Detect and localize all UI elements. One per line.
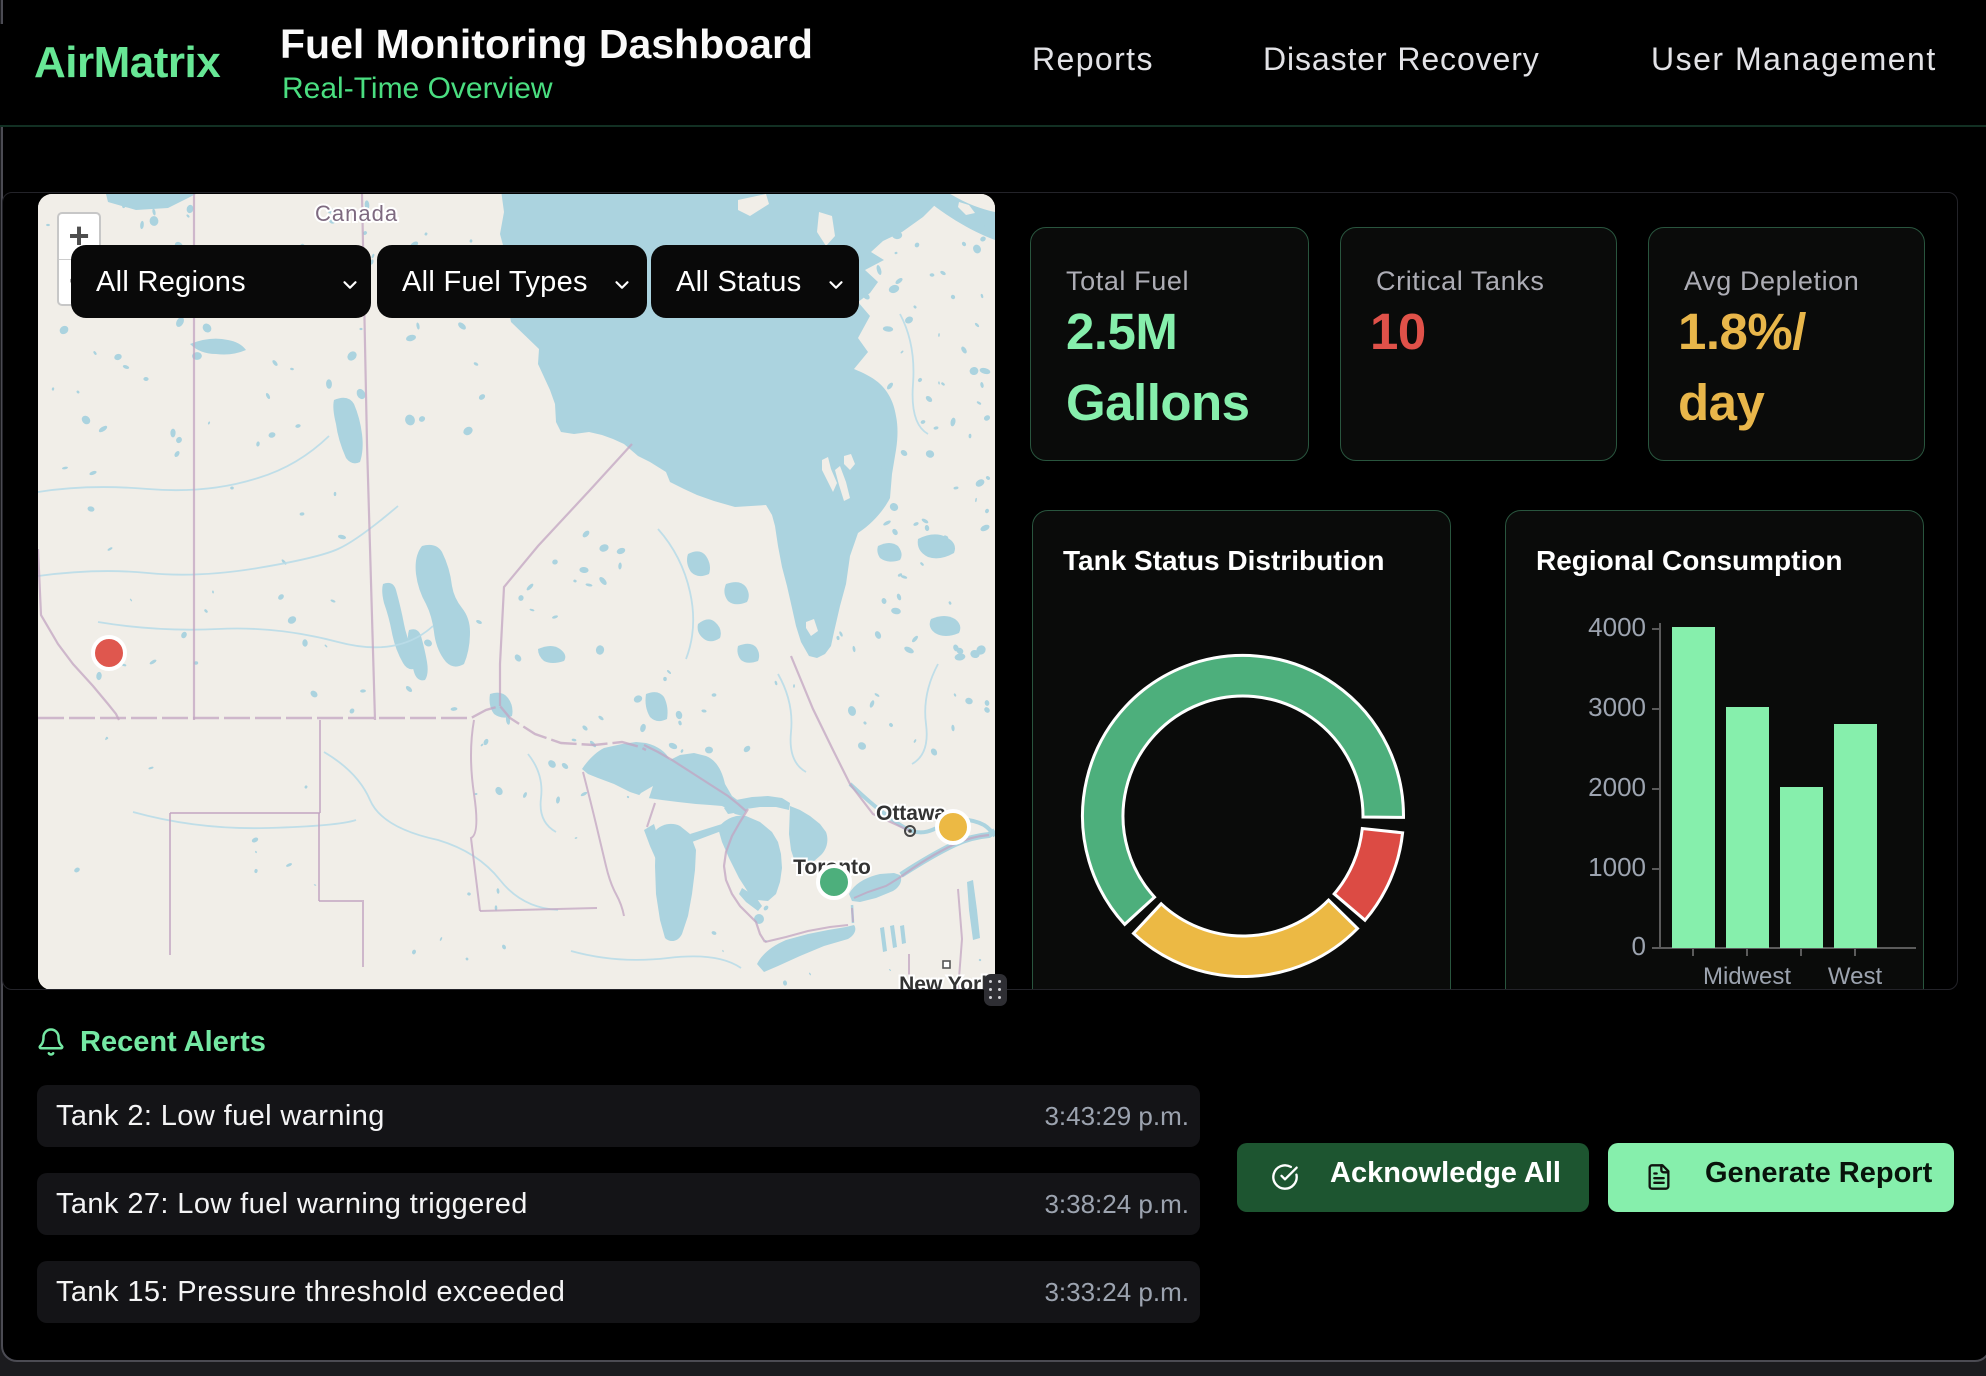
svg-text:3000: 3000 (1588, 692, 1646, 722)
svg-text:West: West (1828, 963, 1883, 990)
svg-text:1000: 1000 (1588, 852, 1646, 882)
svg-text:New York: New York (899, 973, 993, 990)
svg-text:4000: 4000 (1588, 612, 1646, 642)
svg-text:2000: 2000 (1588, 772, 1646, 802)
svg-text:Midwest: Midwest (1703, 963, 1791, 990)
svg-text:Ottawa: Ottawa (876, 802, 946, 825)
svg-text:Canada: Canada (315, 201, 398, 226)
svg-text:0: 0 (1632, 931, 1646, 961)
